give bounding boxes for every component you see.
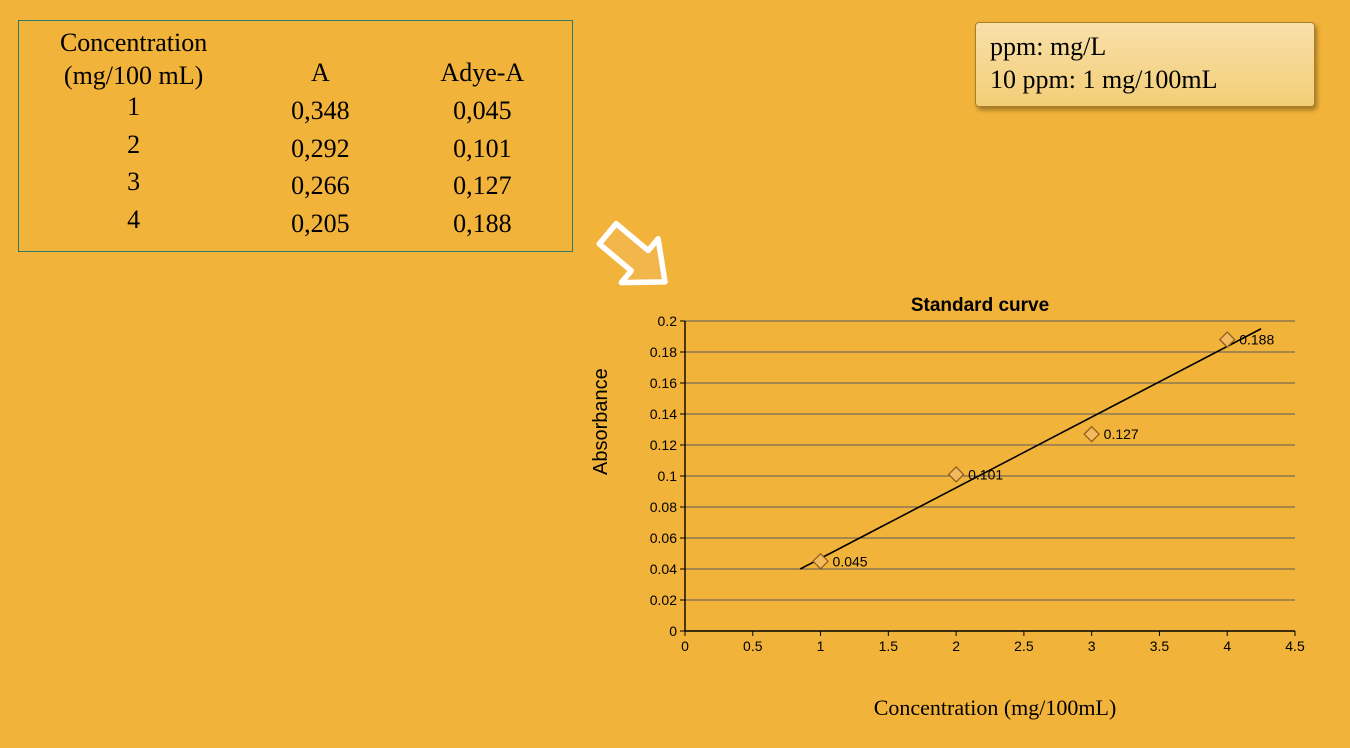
col-header-concentration-l1: Concentration bbox=[60, 28, 207, 57]
standard-curve-chart: Standard curve Absorbance 00.020.040.060… bbox=[600, 295, 1320, 725]
svg-text:0.101: 0.101 bbox=[968, 466, 1003, 482]
table-row: 3 0,266 0,127 bbox=[29, 167, 562, 205]
cell: 0,127 bbox=[403, 167, 562, 205]
chart-ylabel: Absorbance bbox=[590, 368, 613, 475]
cell: 0,292 bbox=[238, 130, 402, 168]
cell: 0,266 bbox=[238, 167, 402, 205]
table-row: 1 0,348 0,045 bbox=[29, 92, 562, 130]
svg-text:2: 2 bbox=[952, 638, 960, 654]
col-header-concentration: Concentration (mg/100 mL) bbox=[29, 27, 238, 92]
table-header-row: Concentration (mg/100 mL) A Adye-A bbox=[29, 27, 562, 92]
info-line2: 10 ppm: 1 mg/100mL bbox=[990, 64, 1300, 97]
table-row: 2 0,292 0,101 bbox=[29, 130, 562, 168]
svg-text:1: 1 bbox=[817, 638, 825, 654]
svg-text:0.18: 0.18 bbox=[650, 344, 677, 360]
svg-text:0.14: 0.14 bbox=[650, 406, 677, 422]
cell: 0,188 bbox=[403, 205, 562, 243]
svg-text:0: 0 bbox=[681, 638, 689, 654]
cell: 1 bbox=[29, 92, 238, 130]
svg-text:4.5: 4.5 bbox=[1285, 638, 1305, 654]
svg-text:1.5: 1.5 bbox=[879, 638, 899, 654]
cell: 0,045 bbox=[403, 92, 562, 130]
svg-text:0.127: 0.127 bbox=[1104, 426, 1139, 442]
svg-text:0.5: 0.5 bbox=[743, 638, 763, 654]
svg-text:3: 3 bbox=[1088, 638, 1096, 654]
table-row: 4 0,205 0,188 bbox=[29, 205, 562, 243]
chart-svg: 0 0.02 0.04 0.06 0.08 0.1 0.12 0.14 0.16 0.18 0.2 0… bbox=[630, 303, 1310, 683]
cell: 0,205 bbox=[238, 205, 402, 243]
data-table: Concentration (mg/100 mL) A Adye-A 1 0,3… bbox=[18, 20, 573, 252]
col-header-a: A bbox=[238, 54, 402, 92]
svg-text:0.04: 0.04 bbox=[650, 561, 677, 577]
cell: 0,101 bbox=[403, 130, 562, 168]
arrow-icon bbox=[578, 200, 688, 310]
svg-text:0.188: 0.188 bbox=[1239, 332, 1274, 348]
svg-text:0.12: 0.12 bbox=[650, 437, 677, 453]
info-box: ppm: mg/L 10 ppm: 1 mg/100mL bbox=[975, 22, 1315, 107]
svg-text:0.1: 0.1 bbox=[658, 468, 678, 484]
col-header-adye: Adye-A bbox=[403, 54, 562, 92]
svg-text:0.02: 0.02 bbox=[650, 592, 677, 608]
cell: 0,348 bbox=[238, 92, 402, 130]
chart-xlabel: Concentration (mg/100mL) bbox=[670, 695, 1320, 721]
svg-text:0.06: 0.06 bbox=[650, 530, 677, 546]
svg-text:0.16: 0.16 bbox=[650, 375, 677, 391]
svg-text:3.5: 3.5 bbox=[1150, 638, 1170, 654]
svg-text:0.2: 0.2 bbox=[658, 313, 678, 329]
svg-text:4: 4 bbox=[1223, 638, 1231, 654]
info-line1: ppm: mg/L bbox=[990, 31, 1300, 64]
svg-text:2.5: 2.5 bbox=[1014, 638, 1034, 654]
col-header-concentration-l2: (mg/100 mL) bbox=[64, 61, 203, 90]
cell: 3 bbox=[29, 167, 238, 205]
svg-text:0: 0 bbox=[669, 623, 677, 639]
svg-text:0.045: 0.045 bbox=[833, 553, 868, 569]
svg-text:0.08: 0.08 bbox=[650, 499, 677, 515]
cell: 4 bbox=[29, 205, 238, 243]
cell: 2 bbox=[29, 130, 238, 168]
